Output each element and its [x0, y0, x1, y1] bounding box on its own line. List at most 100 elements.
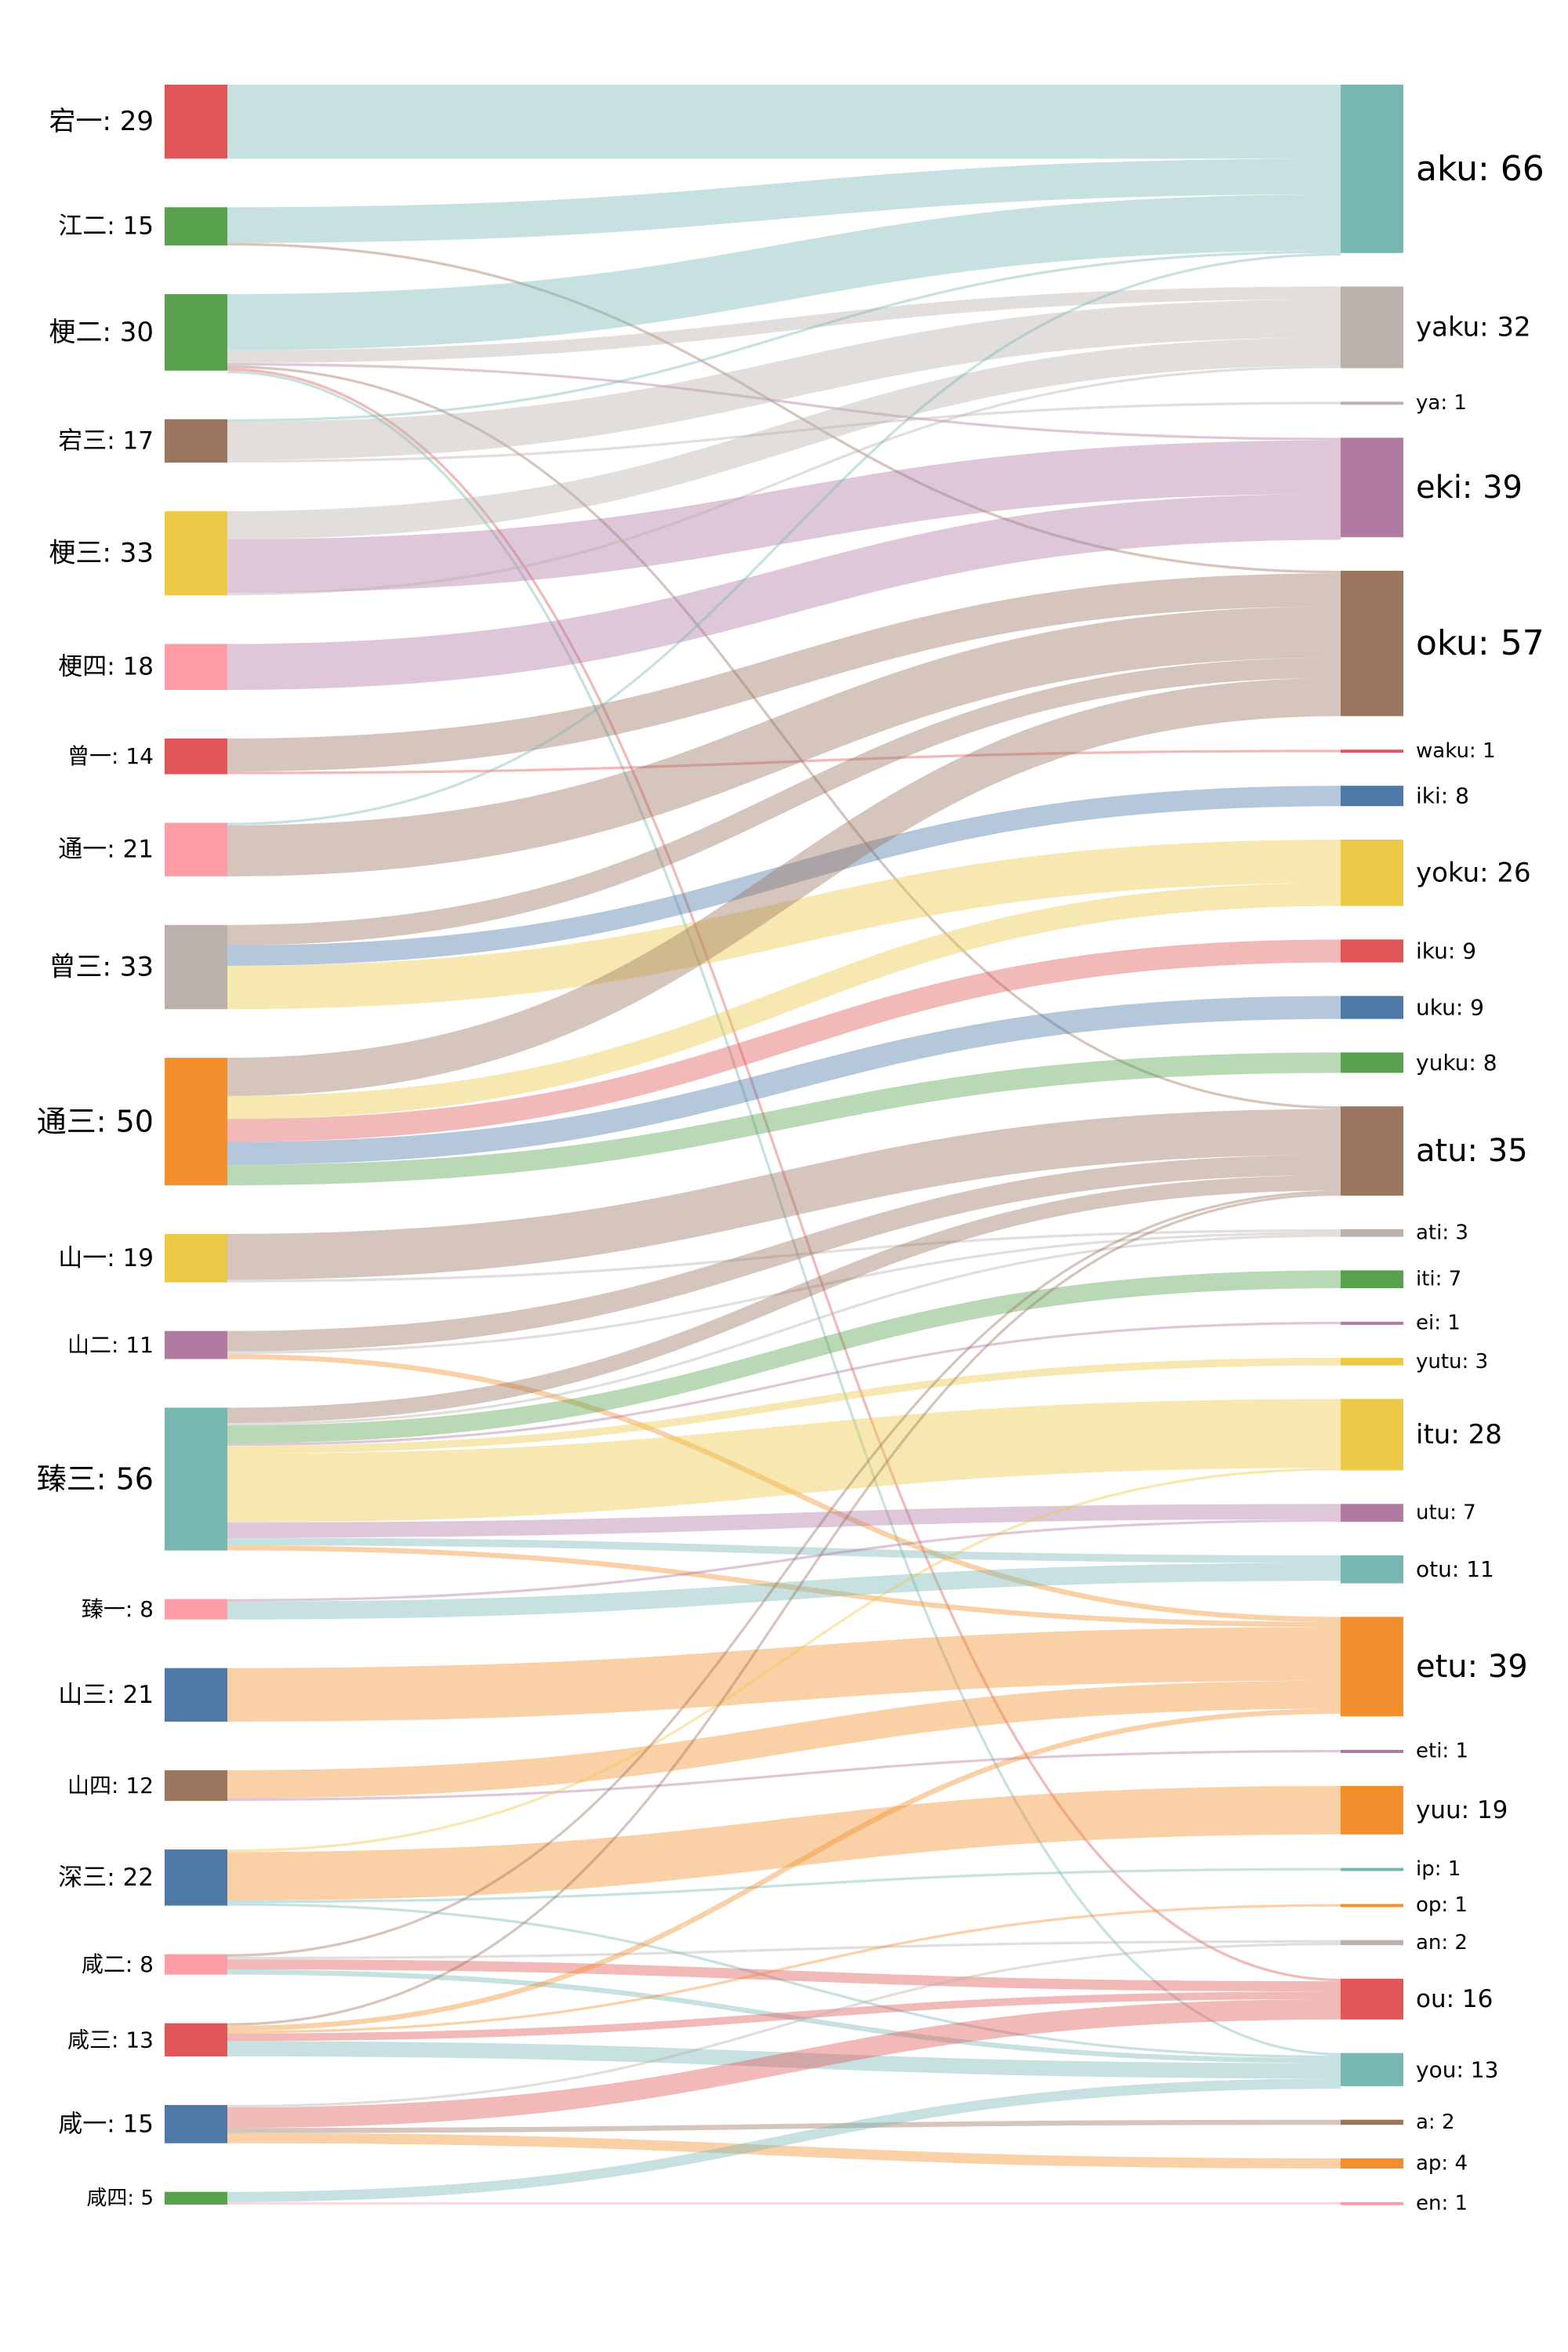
source-label: 臻三: 56 [37, 1462, 154, 1497]
link-梗二-eki [227, 362, 1341, 441]
target-node-etu [1341, 1617, 1403, 1717]
link-山二-etu [227, 1353, 1341, 1622]
source-label: 宕一: 29 [49, 106, 154, 137]
link-通三-oku [227, 677, 1341, 1096]
target-label: otu: 11 [1416, 1556, 1494, 1582]
link-通一-oku [227, 606, 1341, 877]
link-江二-oku [227, 242, 1341, 574]
link-咸三-etu [227, 1708, 1341, 2031]
target-label: itu: 28 [1416, 1419, 1502, 1450]
link-梗二-you [227, 370, 1341, 2056]
source-node-江二 [165, 207, 227, 246]
link-宕三-yaku [227, 299, 1341, 460]
target-label: yoku: 26 [1416, 857, 1531, 888]
source-node-咸二 [165, 1954, 227, 1975]
link-山二-atu [227, 1155, 1341, 1352]
link-咸三-atu [227, 1192, 1341, 2026]
target-label: eti: 1 [1416, 1740, 1468, 1763]
source-node-山二 [165, 1330, 227, 1359]
source-label: 咸三: 13 [67, 2027, 154, 2053]
source-node-臻三 [165, 1407, 227, 1551]
source-node-梗四 [165, 644, 227, 690]
target-node-yoku [1341, 839, 1403, 906]
link-梗二-ou [227, 368, 1341, 1982]
target-node-ya [1341, 401, 1403, 405]
link-深三-ip [227, 1867, 1341, 1904]
source-node-梗二 [165, 294, 227, 371]
source-node-山四 [165, 1770, 227, 1802]
source-label: 曾三: 33 [49, 952, 154, 983]
link-山二-ati [227, 1232, 1341, 1354]
source-node-臻一 [165, 1599, 227, 1620]
link-臻三-ei [227, 1321, 1341, 1446]
target-label: iki: 8 [1416, 783, 1469, 809]
target-label: aku: 66 [1416, 149, 1544, 189]
link-臻一-utu [227, 1519, 1341, 1602]
target-label: ip: 1 [1416, 1857, 1461, 1881]
link-咸三-you [227, 2041, 1341, 2079]
target-node-ati [1341, 1229, 1403, 1237]
link-通三-iku [227, 939, 1341, 1142]
target-label: oku: 57 [1416, 623, 1544, 663]
target-node-iti [1341, 1270, 1403, 1289]
target-node-eti [1341, 1749, 1403, 1753]
links-layer [227, 84, 1341, 2205]
target-node-you [1341, 2053, 1403, 2086]
link-咸二-ou [227, 1959, 1341, 1992]
source-label: 宕三: 17 [58, 426, 154, 455]
source-node-宕三 [165, 419, 227, 463]
target-label: ati: 3 [1416, 1221, 1468, 1245]
link-山四-eti [227, 1749, 1341, 1802]
source-node-通三 [165, 1058, 227, 1185]
target-node-yutu [1341, 1357, 1403, 1366]
target-label: iti: 7 [1416, 1268, 1461, 1291]
source-node-深三 [165, 1849, 227, 1906]
link-曾三-yoku [227, 839, 1341, 1010]
link-臻三-otu [227, 1537, 1341, 1563]
link-通三-yuku [227, 1052, 1341, 1185]
target-label: uku: 9 [1416, 995, 1484, 1021]
source-label: 山四: 12 [67, 1773, 154, 1798]
target-node-ap [1341, 2158, 1403, 2169]
target-label: ei: 1 [1416, 1312, 1461, 1335]
source-node-曾三 [165, 924, 227, 1010]
target-label: ou: 16 [1416, 1985, 1493, 2013]
link-山三-etu [227, 1627, 1341, 1722]
nodes-layer [165, 85, 1403, 2205]
link-咸二-you [227, 1969, 1341, 2063]
target-label: etu: 39 [1416, 1649, 1528, 1685]
target-node-ip [1341, 1867, 1403, 1871]
link-山一-ati [227, 1229, 1341, 1283]
source-label: 山二: 11 [67, 1332, 154, 1358]
target-node-otu [1341, 1555, 1403, 1584]
link-曾三-oku [227, 657, 1341, 946]
source-label: 通一: 21 [58, 836, 154, 864]
link-梗二-aku [227, 194, 1341, 350]
target-node-yaku [1341, 286, 1403, 368]
link-深三-yuu [227, 1785, 1341, 1901]
link-梗二-atu [227, 365, 1341, 1109]
target-label: en: 1 [1416, 2191, 1468, 2215]
source-label: 咸四: 5 [86, 2187, 154, 2210]
source-node-咸三 [165, 2023, 227, 2056]
target-label: eki: 39 [1416, 470, 1523, 506]
source-node-宕一 [165, 85, 227, 159]
target-label: atu: 35 [1416, 1133, 1528, 1169]
source-label: 山三: 21 [58, 1681, 154, 1709]
target-label: waku: 1 [1416, 739, 1496, 763]
link-山一-atu [227, 1109, 1341, 1280]
link-臻三-yutu [227, 1357, 1341, 1454]
link-咸二-atu [227, 1190, 1341, 1957]
link-臻三-itu [227, 1399, 1341, 1523]
target-node-en [1341, 2201, 1403, 2205]
target-node-op [1341, 1904, 1403, 1907]
target-label: ya: 1 [1416, 391, 1467, 415]
source-label: 梗四: 18 [58, 653, 154, 681]
target-node-itu [1341, 1399, 1403, 1471]
link-曾一-oku [227, 573, 1341, 772]
target-label: op: 1 [1416, 1893, 1468, 1917]
target-label: utu: 7 [1416, 1501, 1476, 1525]
source-node-通一 [165, 822, 227, 877]
